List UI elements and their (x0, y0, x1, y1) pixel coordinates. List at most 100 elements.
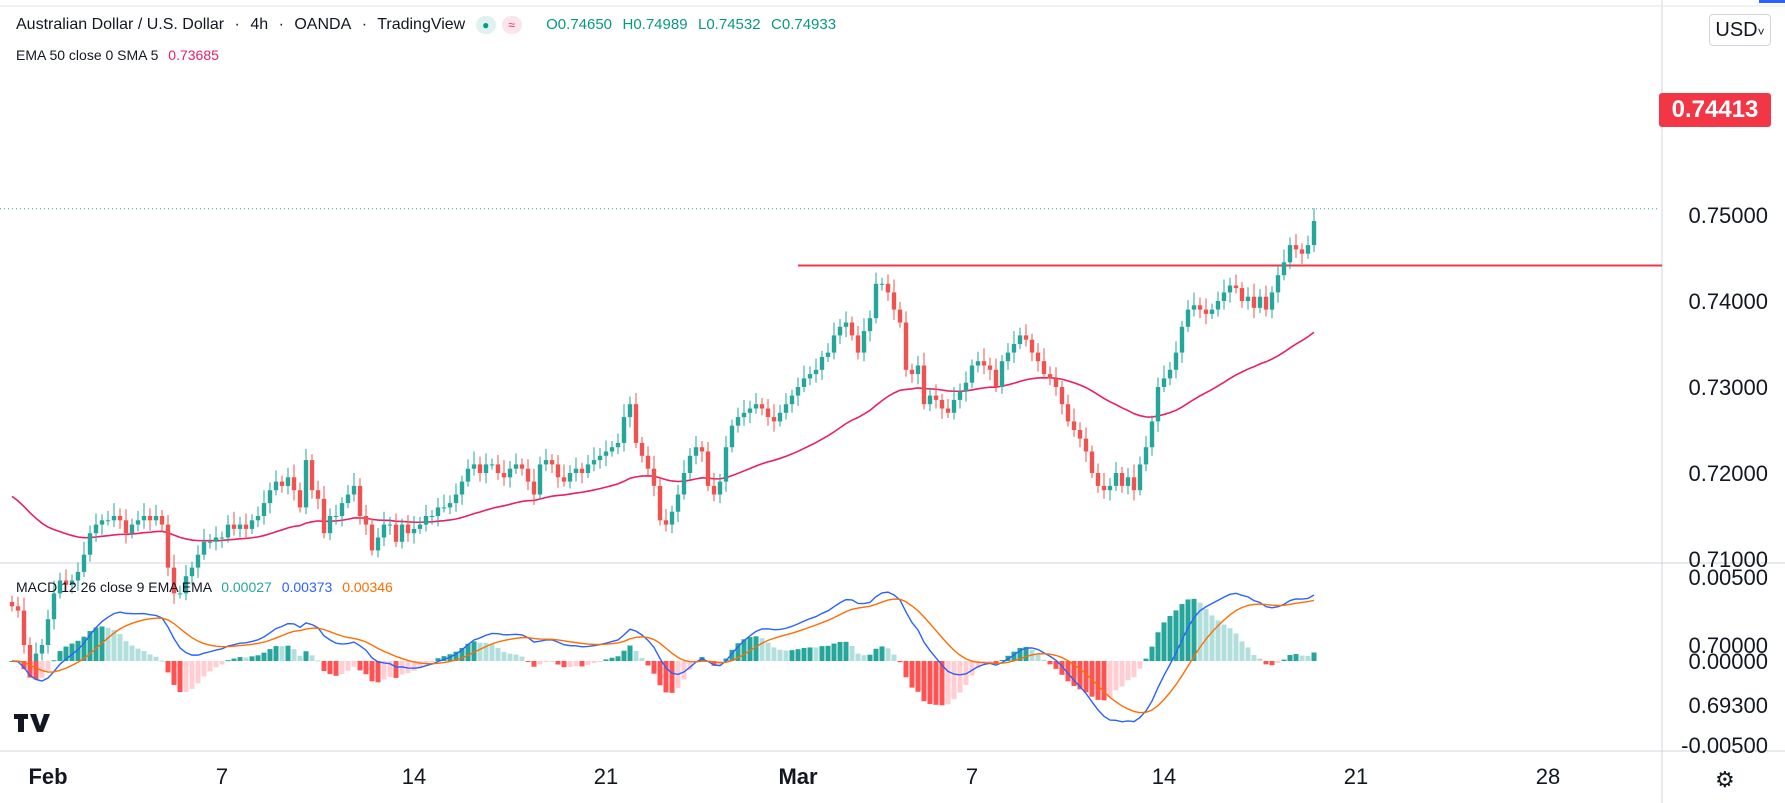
candle-body (1239, 288, 1245, 301)
candle-body (39, 645, 45, 654)
macd-histogram-bar (411, 661, 417, 671)
macd-histogram-bar (465, 643, 471, 661)
macd-histogram-bar (51, 660, 57, 662)
candle-body (303, 460, 309, 508)
macd-histogram-bar (225, 660, 231, 662)
candle-body (945, 408, 951, 413)
macd-histogram-bar (513, 654, 519, 661)
macd-histogram-bar (993, 661, 999, 664)
candle-body (57, 580, 63, 594)
macd-histogram-bar (765, 642, 771, 661)
interval-label[interactable]: 4h (250, 16, 269, 34)
gear-icon[interactable]: ⚙ (1715, 767, 1735, 792)
macd-histogram-bar (135, 648, 141, 661)
macd-histogram-bar (321, 661, 327, 672)
candle-body (1305, 245, 1311, 254)
macd-histogram-bar (645, 661, 651, 666)
macd-histogram-bar (801, 647, 807, 661)
candle-body (207, 541, 213, 543)
macd-histogram-bar (297, 655, 303, 661)
candle-body (1071, 421, 1077, 430)
macd-line-value: 0.00373 (281, 579, 333, 595)
macd-histogram-bar (951, 661, 957, 700)
candle-body (183, 576, 189, 594)
wave-icon[interactable]: ≈ (501, 16, 522, 34)
macd-histogram-bar (333, 661, 339, 676)
macd-histogram-bar (1077, 661, 1083, 690)
candle-body (897, 309, 903, 323)
candle-body (579, 468, 585, 473)
candle-body (549, 460, 555, 465)
macd-histogram-bar (651, 661, 657, 674)
macd-histogram-bar (303, 651, 309, 661)
candle-body (477, 464, 483, 473)
macd-legend[interactable]: MACD 12 26 close 9 EMA EMA 0.00027 0.003… (16, 579, 393, 595)
macd-histogram-bar (819, 646, 825, 661)
macd-histogram-bar (1119, 661, 1125, 687)
market-open-icon[interactable]: ● (475, 16, 496, 34)
high-value: H0.74989 (622, 16, 688, 34)
macd-histogram-bar (399, 661, 405, 675)
candle-body (1299, 249, 1305, 254)
macd-histogram-bar (435, 658, 441, 661)
candle-body (627, 404, 633, 418)
macd-histogram-bar (237, 657, 243, 661)
macd-histogram-bar (603, 659, 609, 661)
macd-histogram-bar (885, 648, 891, 661)
macd-histogram-bar (1023, 647, 1029, 661)
macd-histogram-bar (1197, 602, 1203, 661)
candle-body (1131, 477, 1137, 491)
candle-body (273, 481, 279, 491)
macd-histogram-bar (417, 661, 423, 669)
candle-body (501, 473, 507, 478)
macd-histogram-bar (27, 661, 33, 678)
macd-histogram-bar (213, 661, 219, 668)
candle-body (75, 571, 81, 581)
candle-body (795, 387, 801, 396)
macd-histogram-bar (1299, 655, 1305, 661)
ema-legend[interactable]: EMA 50 close 0 SMA 5 0.73685 (16, 47, 219, 63)
macd-histogram-bar (189, 661, 195, 689)
macd-histogram-bar (519, 656, 525, 661)
candle-body (531, 481, 537, 495)
macd-histogram-bar (291, 649, 297, 661)
macd-histogram-bar (921, 661, 927, 702)
candle-body (261, 503, 267, 516)
macd-histogram-bar (561, 661, 567, 668)
candle-body (321, 498, 327, 534)
macd-label: MACD 12 26 close 9 EMA EMA (16, 579, 212, 595)
macd-histogram-bar (195, 661, 201, 684)
candle-body (525, 468, 531, 482)
candle-body (105, 520, 111, 522)
candle-body (1257, 296, 1263, 308)
macd-histogram-bar (537, 661, 543, 665)
macd-histogram-bar (1017, 647, 1023, 661)
candle-body (735, 417, 741, 426)
macd-histogram-bar (1035, 654, 1041, 661)
currency-select[interactable]: USD˅ (1709, 14, 1771, 46)
candle-body (453, 494, 459, 504)
macd-histogram-bar (87, 631, 93, 661)
candle-body (1011, 344, 1017, 353)
macd-histogram-bar (315, 660, 321, 662)
candle-body (759, 404, 765, 409)
candle-body (1227, 285, 1233, 293)
candle-body (351, 485, 357, 495)
macd-histogram-bar (795, 649, 801, 661)
candle-body (825, 352, 831, 357)
macd-histogram-bar (1053, 661, 1059, 669)
macd-histogram-bar (453, 651, 459, 661)
macd-histogram-bar (837, 641, 843, 661)
macd-tick-label: 0.00000 (1688, 649, 1768, 674)
time-tick-label: 14 (1152, 764, 1176, 789)
macd-histogram-bar (63, 646, 69, 661)
candle-body (1245, 296, 1251, 301)
macd-histogram-bar (1071, 661, 1077, 686)
candle-body (603, 451, 609, 456)
macd-histogram-bar (165, 661, 171, 673)
macd-histogram-bar (441, 656, 447, 661)
candle-body (927, 395, 933, 405)
symbol-title[interactable]: Australian Dollar / U.S. Dollar (16, 16, 225, 34)
candle-body (699, 447, 705, 452)
